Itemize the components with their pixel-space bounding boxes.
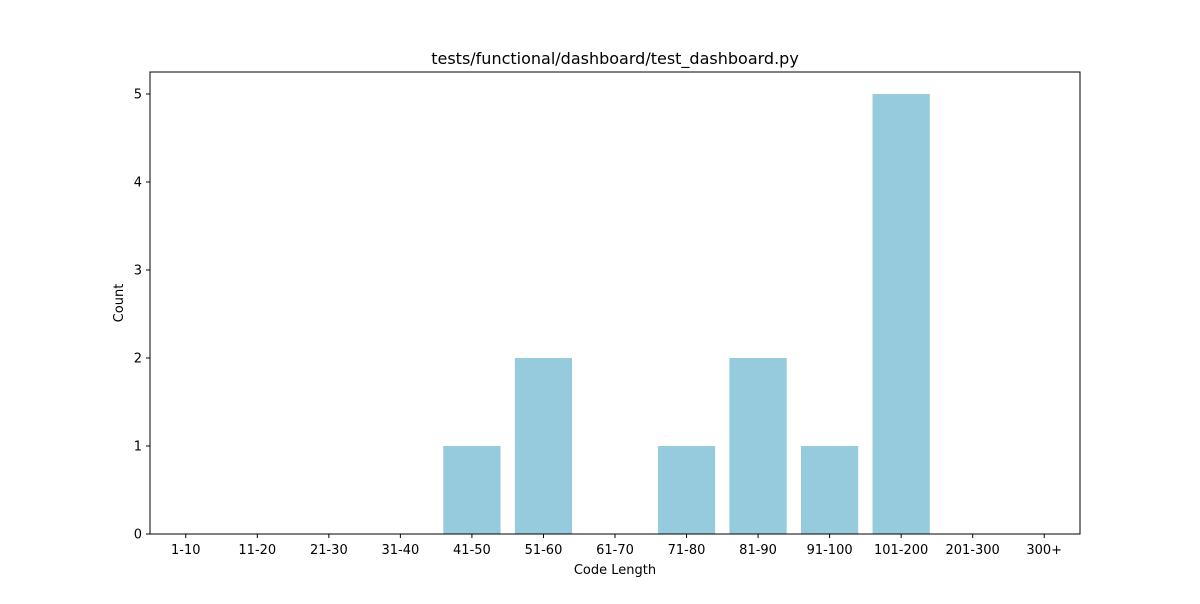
- x-tick-label: 81-90: [739, 543, 777, 558]
- y-tick-label: 5: [134, 88, 142, 103]
- chart-title: tests/functional/dashboard/test_dashboar…: [431, 49, 799, 69]
- x-tick-label: 91-100: [807, 543, 853, 558]
- bar-81-90: [729, 358, 787, 534]
- x-tick-label: 41-50: [453, 543, 491, 558]
- y-axis: 0 1 2 3 4 5: [134, 88, 150, 543]
- y-tick-label: 3: [134, 264, 142, 279]
- y-tick-label: 2: [134, 352, 142, 367]
- bar-91-100: [801, 446, 859, 534]
- plot-frame: [149, 71, 1081, 535]
- x-tick-label: 101-200: [874, 543, 928, 558]
- x-tick-label: 71-80: [668, 543, 706, 558]
- y-tick-label: 1: [134, 440, 142, 455]
- x-tick-label: 61-70: [596, 543, 634, 558]
- y-axis-label: Count: [112, 284, 127, 323]
- x-tick-label: 31-40: [381, 543, 419, 558]
- x-tick-label: 1-10: [171, 543, 201, 558]
- bar-41-50: [443, 446, 501, 534]
- x-axis-label: Code Length: [574, 563, 656, 578]
- x-tick-label: 201-300: [946, 543, 1000, 558]
- bar-71-80: [657, 446, 716, 534]
- bar-101-200: [872, 94, 930, 534]
- bar-51-60: [514, 358, 573, 534]
- x-tick-label: 300+: [1026, 543, 1062, 558]
- x-tick-label: 11-20: [238, 543, 276, 558]
- x-tick-label: 51-60: [525, 543, 563, 558]
- x-tick-label: 21-30: [310, 543, 348, 558]
- bars-layer: [443, 94, 930, 534]
- y-tick-label: 4: [134, 176, 142, 191]
- y-tick-label: 0: [134, 528, 142, 543]
- x-axis: 1-10 11-20 21-30 31-40 41-50 51-60 61-70 71-80 8…: [171, 534, 1062, 558]
